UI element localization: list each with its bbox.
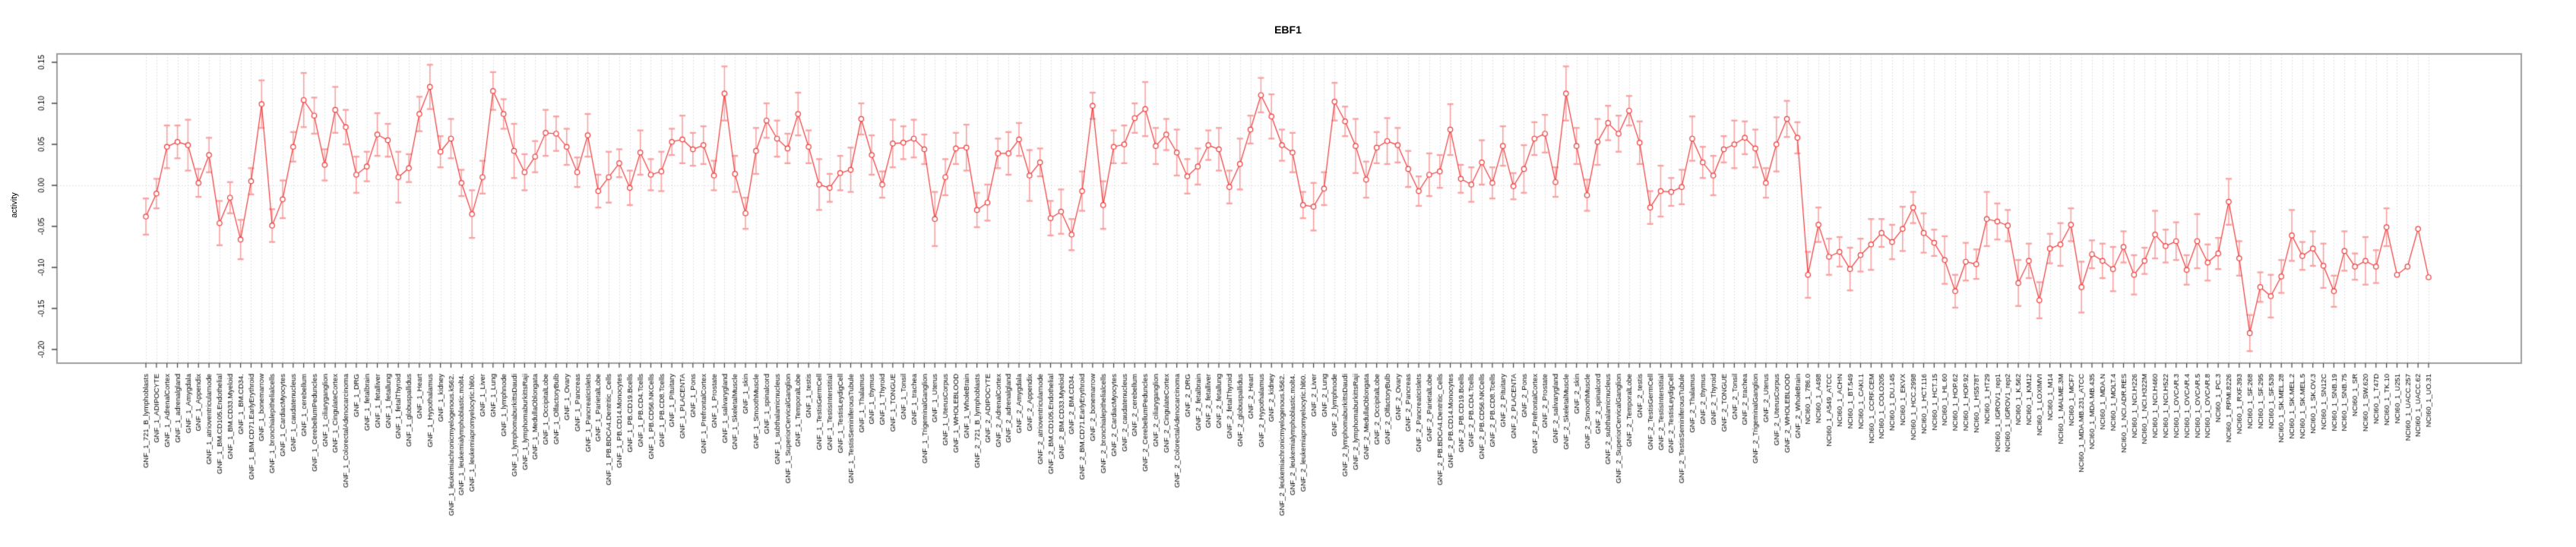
y-axis-label: activity: [10, 192, 19, 218]
chart-title: EBF1: [1274, 24, 1302, 36]
